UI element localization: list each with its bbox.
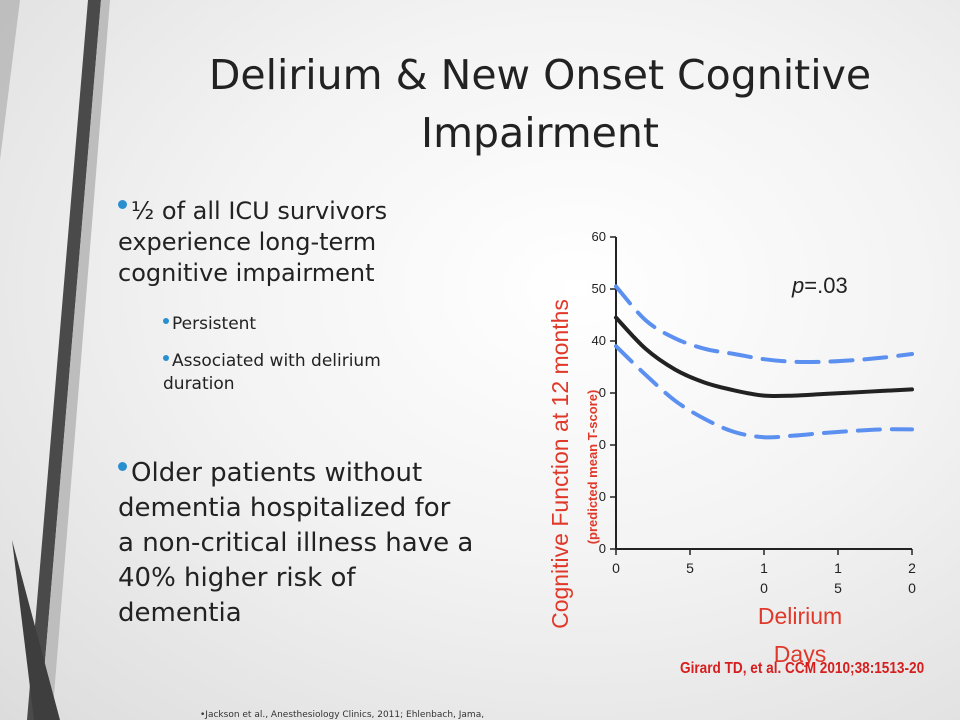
p-value-number: =.03 bbox=[804, 273, 847, 298]
bullet-line: experience long-term bbox=[118, 228, 377, 256]
x-tick-label: 1 bbox=[760, 560, 768, 576]
x-axis-label: Days bbox=[774, 641, 826, 667]
bullet-line: dementia hospitalized for bbox=[118, 493, 451, 523]
title-line-1: Delirium & New Onset Cognitive bbox=[208, 51, 872, 99]
y-tick-label: 60 bbox=[592, 229, 606, 244]
y-axis-label: Cognitive Function at 12 months bbox=[547, 299, 573, 629]
p-value-annotation: p=.03 bbox=[791, 273, 848, 298]
bullet-line: ½ of all ICU survivors bbox=[131, 197, 388, 225]
bullet-line: 40% higher risk of bbox=[118, 563, 356, 593]
title-line-2: Impairment bbox=[421, 109, 659, 157]
bullet-line: dementia bbox=[118, 598, 242, 628]
bullet-list: ½ of all ICU survivors experience long-t… bbox=[118, 196, 533, 631]
x-tick-label: 0 bbox=[760, 580, 768, 596]
bullet-dot-icon bbox=[163, 318, 169, 324]
decorative-stripes bbox=[0, 0, 110, 720]
bullet-icu-survivors: ½ of all ICU survivors experience long-t… bbox=[118, 196, 533, 289]
x-tick-label: 2 bbox=[908, 560, 916, 576]
citation: Girard TD, et al. CCM 2010;38:1513-20 bbox=[680, 660, 925, 677]
bullet-dot-icon bbox=[163, 355, 169, 361]
bullet-line: Older patients without bbox=[131, 458, 423, 488]
x-tick-label: 5 bbox=[686, 560, 694, 576]
bullet-line: Associated with delirium bbox=[172, 351, 381, 371]
confidence-bound-line bbox=[614, 284, 914, 365]
x-tick-label: 5 bbox=[834, 580, 842, 596]
chart-series bbox=[614, 284, 914, 440]
bullet-line: a non-critical illness have a bbox=[118, 528, 474, 558]
y-tick-label: 0 bbox=[599, 385, 606, 400]
chart-labels: p=.03 Cognitive Function at 12 months (pre… bbox=[547, 273, 848, 667]
bullet-line: Persistent bbox=[172, 314, 257, 334]
y-tick-label: 0 bbox=[599, 541, 606, 556]
bullet-dot-icon bbox=[118, 200, 127, 209]
x-axis-label: Delirium bbox=[758, 603, 842, 629]
bullet-line: duration bbox=[163, 374, 235, 394]
p-value-symbol: p bbox=[791, 273, 804, 298]
y-tick-label: 40 bbox=[592, 333, 606, 348]
slide-title: Delirium & New Onset Cognitive Impairmen… bbox=[150, 46, 930, 162]
y-axis-sublabel: (predicted mean T-score) bbox=[585, 390, 600, 545]
sub-bullet-persistent: Persistent bbox=[163, 313, 533, 336]
x-tick-label: 1 bbox=[834, 560, 842, 576]
sub-bullet-delirium-duration: Associated with delirium duration bbox=[163, 350, 533, 396]
x-tick-label: 0 bbox=[908, 580, 916, 596]
reference-text: •Jackson et al., Anesthesiology Clinics,… bbox=[200, 710, 485, 720]
bullet-dot-icon bbox=[118, 462, 127, 471]
y-tick-label: 0 bbox=[599, 489, 606, 504]
y-tick-label: 0 bbox=[599, 437, 606, 452]
bullet-line: cognitive impairment bbox=[118, 259, 375, 287]
x-tick-label: 0 bbox=[612, 560, 620, 576]
confidence-bound-line bbox=[614, 344, 914, 440]
bullet-older-patients: Older patients without dementia hospital… bbox=[118, 456, 533, 631]
predicted-mean-line bbox=[614, 315, 914, 399]
y-tick-label: 50 bbox=[592, 281, 606, 296]
